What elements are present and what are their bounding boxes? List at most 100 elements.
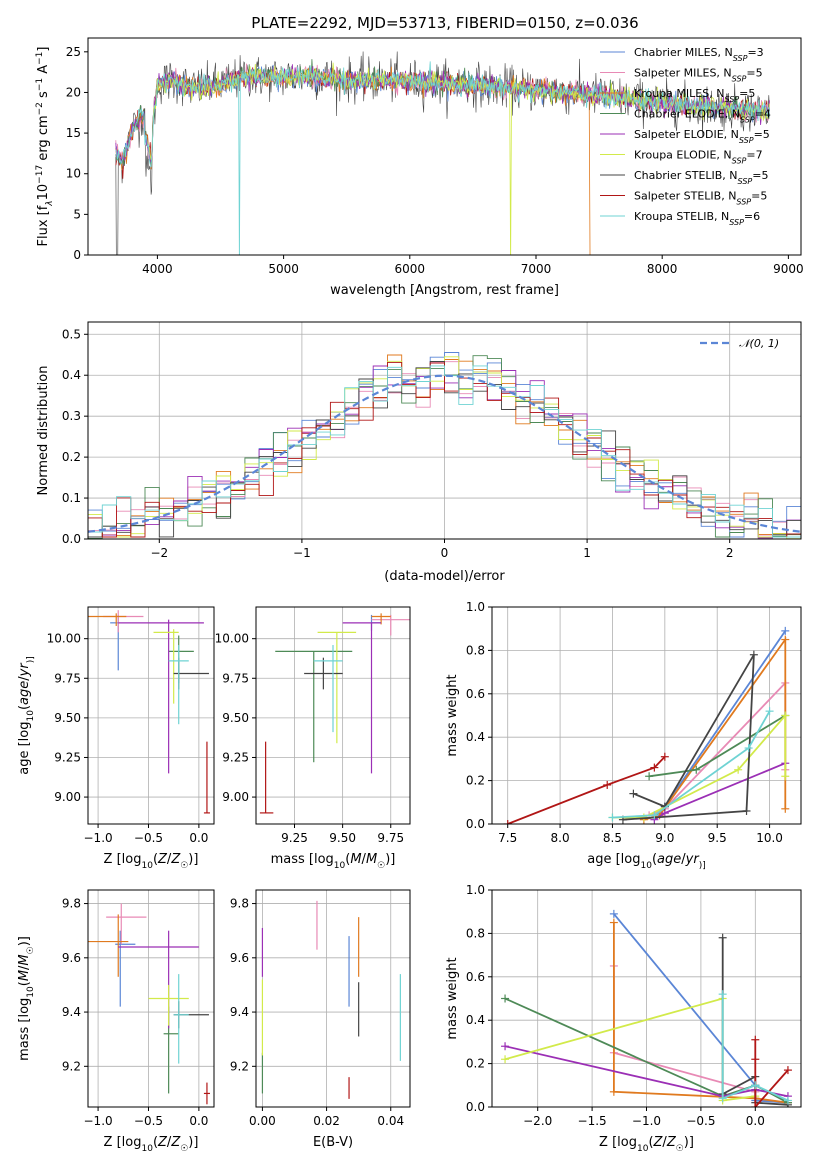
y-tick-label: 0.2 bbox=[466, 1057, 485, 1071]
spectrum-line bbox=[115, 61, 770, 255]
y-tick-label: 9.8 bbox=[62, 897, 81, 911]
errorbar-point bbox=[342, 622, 382, 774]
spectrum-panel: 4000 5000 6000 7000 8000 9000 0 5 10 15 20 25 Chabri… bbox=[35, 37, 804, 298]
y-axis-label: age [log10(age/yr)] bbox=[17, 656, 36, 774]
plot-area bbox=[261, 900, 401, 1099]
legend: 𝒩(0, 1) bbox=[700, 337, 779, 350]
weight-marker bbox=[781, 772, 790, 781]
x-tick-label: 7000 bbox=[521, 262, 552, 276]
weight-marker bbox=[645, 772, 654, 781]
weight-marker bbox=[692, 765, 701, 774]
x-tick-label: 0 bbox=[441, 546, 449, 560]
plot-area bbox=[115, 51, 770, 255]
y-tick-label: 15 bbox=[66, 126, 81, 140]
x-tick-label: 1 bbox=[583, 546, 591, 560]
x-tick-label: −1.0 bbox=[632, 1114, 661, 1128]
errorbar-point bbox=[168, 645, 189, 725]
weight-marker bbox=[751, 1055, 760, 1064]
weight-marker bbox=[783, 1096, 792, 1105]
weight-marker bbox=[660, 752, 669, 761]
plot-area bbox=[503, 626, 790, 824]
y-axis-label: mass weight bbox=[445, 957, 460, 1039]
weight-marker bbox=[751, 1035, 760, 1044]
figure-title: PLATE=2292, MJD=53713, FIBERID=0150, z=0… bbox=[251, 14, 638, 32]
weight-marker bbox=[783, 1066, 792, 1075]
y-tick-label: 10 bbox=[66, 167, 81, 181]
axes-frame bbox=[87, 321, 802, 540]
x-tick-label: 9.50 bbox=[329, 831, 356, 845]
x-tick-label: −1.0 bbox=[84, 1114, 113, 1128]
x-tick-label: 9.25 bbox=[281, 831, 308, 845]
age-vs-metallicity-panel: −1.0 −0.5 0.0 9.00 9.25 9.50 9.75 10.00 Z [log10… bbox=[17, 606, 215, 871]
x-tick-label: 9.75 bbox=[377, 831, 404, 845]
plot-area bbox=[88, 352, 801, 539]
mass-vs-ebv-panel: 0.00 0.02 0.04 9.2 9.4 9.6 9.8 E(B-V) bbox=[230, 889, 411, 1150]
errorbar-point bbox=[317, 631, 357, 744]
weight-marker bbox=[781, 635, 790, 644]
legend-entry: 𝒩(0, 1) bbox=[739, 337, 779, 350]
x-tick-label: 9.0 bbox=[655, 831, 674, 845]
histogram-series bbox=[88, 361, 801, 538]
errorbar-point bbox=[153, 629, 179, 704]
weight-line bbox=[754, 1039, 789, 1107]
y-tick-label: 0.1 bbox=[62, 491, 81, 505]
x-axis-label: E(B-V) bbox=[313, 1135, 353, 1150]
errorbar-point bbox=[88, 914, 129, 977]
legend-entry: Chabrier MILES, NSSP=3 bbox=[634, 46, 764, 63]
weight-marker bbox=[781, 711, 790, 720]
legend-entry: Salpeter ELODIE, NSSP=5 bbox=[634, 128, 770, 145]
y-tick-label: 9.75 bbox=[54, 671, 81, 685]
y-tick-label: 0.3 bbox=[62, 409, 81, 423]
errorbar-point bbox=[173, 974, 189, 1064]
axes-frame bbox=[491, 889, 802, 1108]
x-tick-label: −1.5 bbox=[578, 1114, 607, 1128]
errorbar-point bbox=[163, 1006, 179, 1094]
weight-marker bbox=[749, 650, 758, 659]
x-tick-label: 6000 bbox=[395, 262, 426, 276]
legend-entry: Kroupa MILES, NSSP=5 bbox=[634, 87, 755, 104]
y-axis-label: Normed distribution bbox=[36, 366, 51, 496]
x-axis-label: Z [log10(Z/Z☉)] bbox=[104, 1135, 199, 1154]
axes-frame bbox=[87, 889, 215, 1108]
y-tick-label: 9.6 bbox=[62, 951, 81, 965]
errorbar-point bbox=[88, 613, 127, 627]
x-axis-label: (data-model)/error bbox=[384, 569, 505, 584]
weight-marker bbox=[608, 813, 617, 822]
weight-marker bbox=[650, 763, 659, 772]
axes-frame bbox=[87, 606, 215, 825]
legend-entry: Salpeter MILES, NSSP=5 bbox=[634, 67, 763, 84]
x-tick-label: −1 bbox=[293, 546, 311, 560]
weight-marker bbox=[718, 990, 727, 999]
weight-marker bbox=[734, 765, 743, 774]
x-tick-label: 5000 bbox=[268, 262, 299, 276]
weight-line bbox=[612, 710, 771, 819]
legend-entry: Salpeter STELIB, NSSP=5 bbox=[634, 190, 767, 207]
y-tick-label: 9.25 bbox=[54, 750, 81, 764]
y-tick-label: 9.75 bbox=[222, 671, 249, 685]
x-tick-label: 10.0 bbox=[756, 831, 783, 845]
errorbar-point bbox=[118, 930, 199, 1029]
y-tick-label: 9.6 bbox=[230, 951, 249, 965]
weight-marker bbox=[609, 1087, 618, 1096]
x-tick-label: −0.5 bbox=[686, 1114, 715, 1128]
errorbar-point bbox=[371, 614, 410, 636]
y-tick-label: 9.50 bbox=[54, 711, 81, 725]
weight-line bbox=[504, 997, 756, 1102]
y-tick-label: 9.25 bbox=[222, 750, 249, 764]
weight-line bbox=[721, 994, 789, 1102]
y-tick-label: 0.5 bbox=[62, 327, 81, 341]
y-tick-label: 9.50 bbox=[222, 711, 249, 725]
legend-entry: Chabrier ELODIE, NSSP=4 bbox=[634, 108, 771, 125]
legend-entry: Kroupa STELIB, NSSP=6 bbox=[634, 210, 760, 227]
x-tick-label: 8.5 bbox=[603, 831, 622, 845]
plot-area bbox=[259, 613, 410, 814]
axes-frame bbox=[255, 889, 411, 1108]
x-axis-label: Z [log10(Z/Z☉)] bbox=[599, 1135, 694, 1154]
x-axis-label: mass [log10(M/M☉)] bbox=[271, 852, 396, 871]
residuals-panel: −2 −1 0 1 2 0.0 0.1 0.2 0.3 0.4 0.5 𝒩(0, 1) (data-mo… bbox=[36, 321, 802, 584]
y-tick-label: 0 bbox=[73, 248, 81, 262]
x-tick-label: −2.0 bbox=[523, 1114, 552, 1128]
x-axis-label: age [log10(age/yr)] bbox=[587, 852, 705, 871]
x-tick-label: −0.5 bbox=[134, 831, 163, 845]
x-tick-label: 0.02 bbox=[313, 1114, 340, 1128]
